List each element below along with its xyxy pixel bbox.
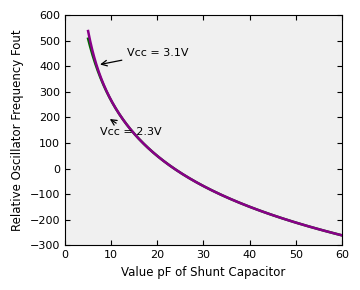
Text: Vcc = 2.3V: Vcc = 2.3V [100,120,161,137]
Y-axis label: Relative Oscillator Frequency Fout: Relative Oscillator Frequency Fout [11,30,24,231]
Text: Vcc = 3.1V: Vcc = 3.1V [102,48,189,66]
X-axis label: Value pF of Shunt Capacitor: Value pF of Shunt Capacitor [121,266,285,279]
